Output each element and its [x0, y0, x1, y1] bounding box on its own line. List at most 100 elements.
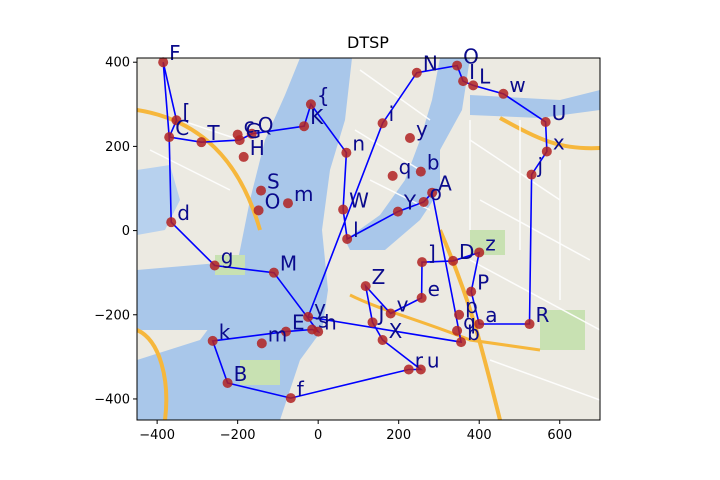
point-30 [524, 319, 535, 330]
point-35 [468, 80, 479, 91]
highway-2 [438, 229, 502, 420]
point-27 [474, 319, 485, 330]
point-13 [222, 377, 233, 388]
point-label-19: Z [372, 265, 386, 289]
point-41 [415, 166, 426, 177]
point-label-28: q [463, 310, 476, 334]
point-6 [268, 267, 279, 278]
point-9 [313, 326, 324, 337]
point-label-38: N [423, 52, 438, 76]
point-25 [466, 286, 477, 297]
point-34 [498, 88, 509, 99]
point-label-7: y [314, 296, 326, 320]
chart-title: DTSP [347, 33, 389, 52]
point-33 [540, 116, 551, 127]
point-55 [232, 129, 243, 140]
point-label-31: j [537, 154, 544, 178]
point-label-21: e [428, 277, 440, 301]
x-tick-label-0: −400 [139, 428, 175, 443]
point-label-57: O [265, 189, 281, 213]
point-label-23: D [459, 240, 474, 264]
water-west [137, 165, 180, 235]
route-points [158, 57, 552, 404]
point-label-43: A [438, 172, 452, 196]
point-24 [474, 247, 485, 258]
point-label-18: J [377, 301, 385, 325]
point-label-12: m [268, 322, 287, 346]
point-label-17: X [389, 319, 403, 343]
point-17 [377, 335, 388, 346]
point-42 [387, 170, 398, 181]
y-tick-label-3: 200 [105, 140, 130, 155]
point-44 [418, 196, 429, 207]
highway-4 [137, 328, 169, 420]
point-label-4: d [177, 201, 190, 225]
point-label-27: a [485, 303, 497, 327]
point-7 [303, 311, 314, 322]
point-11 [207, 335, 218, 346]
point-label-42: q [399, 155, 412, 179]
point-43 [427, 187, 438, 198]
point-label-40: y [416, 117, 428, 141]
point-23 [448, 255, 459, 266]
point-26 [454, 309, 465, 320]
point-48 [341, 147, 352, 158]
point-18 [367, 317, 378, 328]
y-tick-label-0: −400 [94, 392, 130, 407]
point-label-44: o [430, 181, 442, 205]
point-49 [305, 99, 316, 110]
point-label-41: b [427, 151, 440, 175]
point-10 [280, 326, 291, 337]
point-40 [404, 132, 415, 143]
point-label-32: x [553, 130, 565, 154]
point-label-49: { [317, 83, 330, 107]
point-51 [256, 185, 267, 196]
point-38 [411, 67, 422, 78]
point-50 [299, 121, 310, 132]
map-background [137, 58, 600, 420]
point-label-22: ] [428, 241, 436, 265]
y-tick-label-4: 400 [105, 56, 130, 71]
point-47 [342, 234, 353, 244]
point-label-16: u [427, 348, 440, 372]
point-label-9: h [324, 311, 337, 335]
point-39 [377, 118, 388, 129]
water-hudson-bay [137, 58, 352, 420]
point-label-14: f [297, 377, 305, 401]
point-37 [452, 60, 463, 71]
point-12 [256, 338, 267, 349]
point-label-56: H [250, 136, 265, 160]
x-tick-label-5: 600 [547, 428, 572, 443]
point-label-50: K [310, 105, 324, 129]
point-label-26: p [465, 294, 478, 318]
point-label-34: w [509, 73, 525, 97]
point-label-45: Y [403, 191, 417, 215]
x-tick-label-4: 400 [467, 428, 492, 443]
point-2 [164, 132, 175, 143]
highway-5 [349, 293, 541, 352]
point-28 [452, 325, 463, 336]
point-label-55: c [244, 114, 255, 138]
point-label-1: [ [182, 99, 190, 123]
point-4 [166, 217, 177, 228]
point-32 [541, 146, 552, 157]
plot-frame [136, 57, 601, 421]
x-tick-label-1: −200 [220, 428, 256, 443]
point-label-36: I [469, 60, 475, 84]
park-1 [215, 255, 245, 275]
point-label-46: W [349, 189, 369, 213]
y-tick-label-2: 0 [122, 224, 130, 239]
point-label-37: O [463, 45, 479, 69]
point-19 [360, 281, 371, 292]
street-grid [149, 69, 600, 401]
point-16 [415, 364, 426, 375]
water-east-river [345, 58, 470, 250]
point-3 [196, 137, 207, 148]
point-label-3: T [206, 121, 220, 145]
point-20 [385, 308, 396, 319]
point-label-47: l [353, 218, 359, 242]
point-label-30: R [536, 303, 550, 327]
point-22 [417, 257, 428, 268]
